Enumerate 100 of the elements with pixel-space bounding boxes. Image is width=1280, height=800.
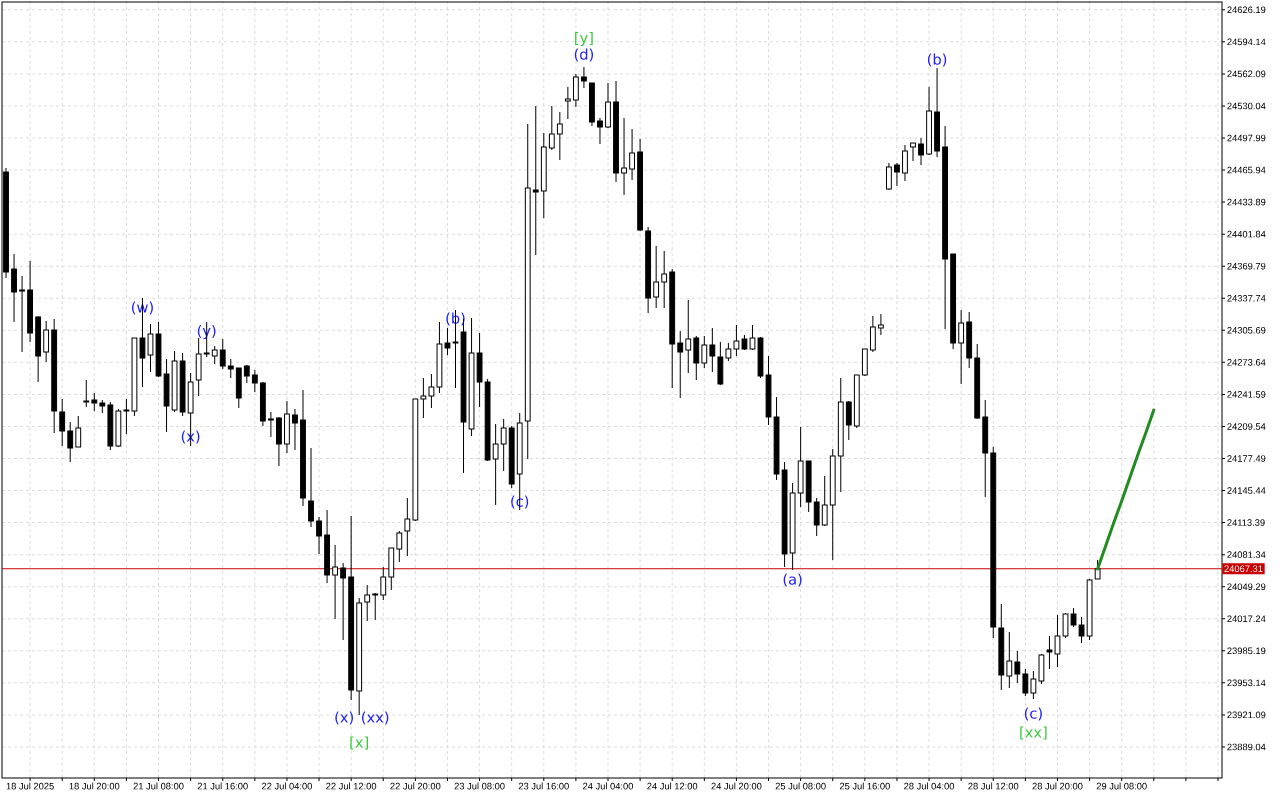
candlestick [51,318,58,434]
candlestick [869,315,876,353]
x-tick-label: 22 Jul 12:00 [326,782,377,790]
candlestick [709,327,716,373]
y-tick-label: 24177.49 [1227,455,1266,462]
candlestick [958,309,965,385]
candlestick [292,408,298,451]
candlestick [316,516,322,555]
candlestick [348,515,355,701]
x-tick-label: 24 Jul 20:00 [711,782,762,790]
x-tick-label: 25 Jul 08:00 [775,782,826,790]
candlestick [685,299,692,374]
annotation: [xx] [1020,726,1047,740]
y-tick-label: 24273.64 [1227,359,1266,366]
candlestick [998,603,1005,691]
y-tick-label: 24305.69 [1227,327,1266,334]
candlestick [428,373,435,409]
candlestick [340,562,347,641]
candlestick [19,275,25,353]
y-tick-label: 24049.29 [1227,583,1266,590]
candlestick [267,411,274,438]
annotation: (a) [783,573,802,587]
x-tick-label: 21 Jul 16:00 [197,782,248,790]
candlestick [332,544,339,620]
x-tick-label: 28 Jul 04:00 [904,782,955,790]
annotation: (d) [574,48,594,62]
y-tick-label: 24562.09 [1227,70,1266,78]
x-tick-label: 23 Jul 08:00 [454,782,505,790]
candlestick [11,253,17,323]
annotation: (x) [335,711,353,725]
candlestick [123,398,130,435]
candlestick [918,137,924,166]
candlestick [677,330,684,399]
candlestick [581,66,587,89]
candlestick [404,497,411,557]
candlestick [653,245,660,309]
x-tick-label: 22 Jul 20:00 [390,782,441,790]
candlestick [597,117,603,145]
candlestick [629,128,635,181]
candlestick [789,482,796,571]
y-tick-label: 24113.39 [1227,519,1265,526]
candlestick [613,80,619,183]
candlestick [195,337,202,397]
annotation: [x] [350,736,368,750]
candlestick [532,105,539,256]
y-tick-label: 24241.59 [1227,391,1266,398]
candlestick [797,426,804,508]
x-tick-label: 24 Jul 12:00 [647,782,698,790]
x-tick-label: 23 Jul 16:00 [518,782,569,790]
y-tick-label: 24337.74 [1227,294,1266,302]
y-tick-label: 24401.84 [1227,230,1266,238]
y-tick-label: 23953.14 [1227,679,1266,687]
y-tick-label: 24433.89 [1227,198,1266,206]
candlestick [308,447,314,528]
candlestick [877,313,884,336]
x-tick-label: 28 Jul 12:00 [968,782,1019,790]
candlestick [942,125,949,330]
y-tick-label: 24017.24 [1227,615,1266,623]
y-tick-label: 24465.94 [1227,166,1266,174]
candlestick [621,117,627,196]
y-tick-label: 24081.34 [1227,551,1266,558]
candlestick [982,399,989,498]
y-tick-label: 24594.14 [1227,38,1266,46]
candlestick [902,144,908,182]
candlestick [934,67,940,158]
candlestick [556,111,563,161]
x-tick-label: 18 Jul 20:00 [69,782,120,790]
candlestick [894,162,900,187]
annotation: (b) [927,53,947,67]
x-tick-label: 21 Jul 08:00 [133,782,184,790]
x-tick-label: 28 Jul 20:00 [1032,782,1083,790]
y-tick-label: 24145.44 [1227,487,1266,494]
ref-line-label: 24067.31 [1224,565,1263,572]
y-tick-label: 24209.54 [1227,423,1266,430]
x-tick-label: 18 Jul 2025 [6,782,54,790]
x-tick-label: 25 Jul 16:00 [839,782,890,790]
candlestick [572,73,579,108]
candlestick [966,311,973,369]
y-tick-label: 23889.04 [1227,743,1266,751]
annotation: (xx) [362,711,389,725]
y-tick-label: 24369.79 [1227,262,1266,270]
candlestick [1006,631,1013,689]
candlestick [661,250,668,309]
candlestick [284,400,290,454]
candlestick [27,260,34,343]
x-tick-label: 29 Jul 08:00 [1096,782,1147,790]
candlestick [324,509,330,584]
candlestick [564,86,571,120]
y-tick-label: 23921.09 [1227,711,1266,719]
candlestick [492,423,499,506]
candlestick [837,377,844,493]
y-tick-label: 24530.04 [1227,102,1266,110]
candlestick [364,584,371,622]
y-tick-label: 24497.99 [1227,134,1266,142]
x-tick-label: 24 Jul 04:00 [583,782,634,790]
candlestick [540,132,547,219]
candlestick [300,389,306,507]
candlestick [59,398,66,447]
candlestick [476,332,483,408]
y-tick-label: 24626.19 [1227,6,1266,14]
